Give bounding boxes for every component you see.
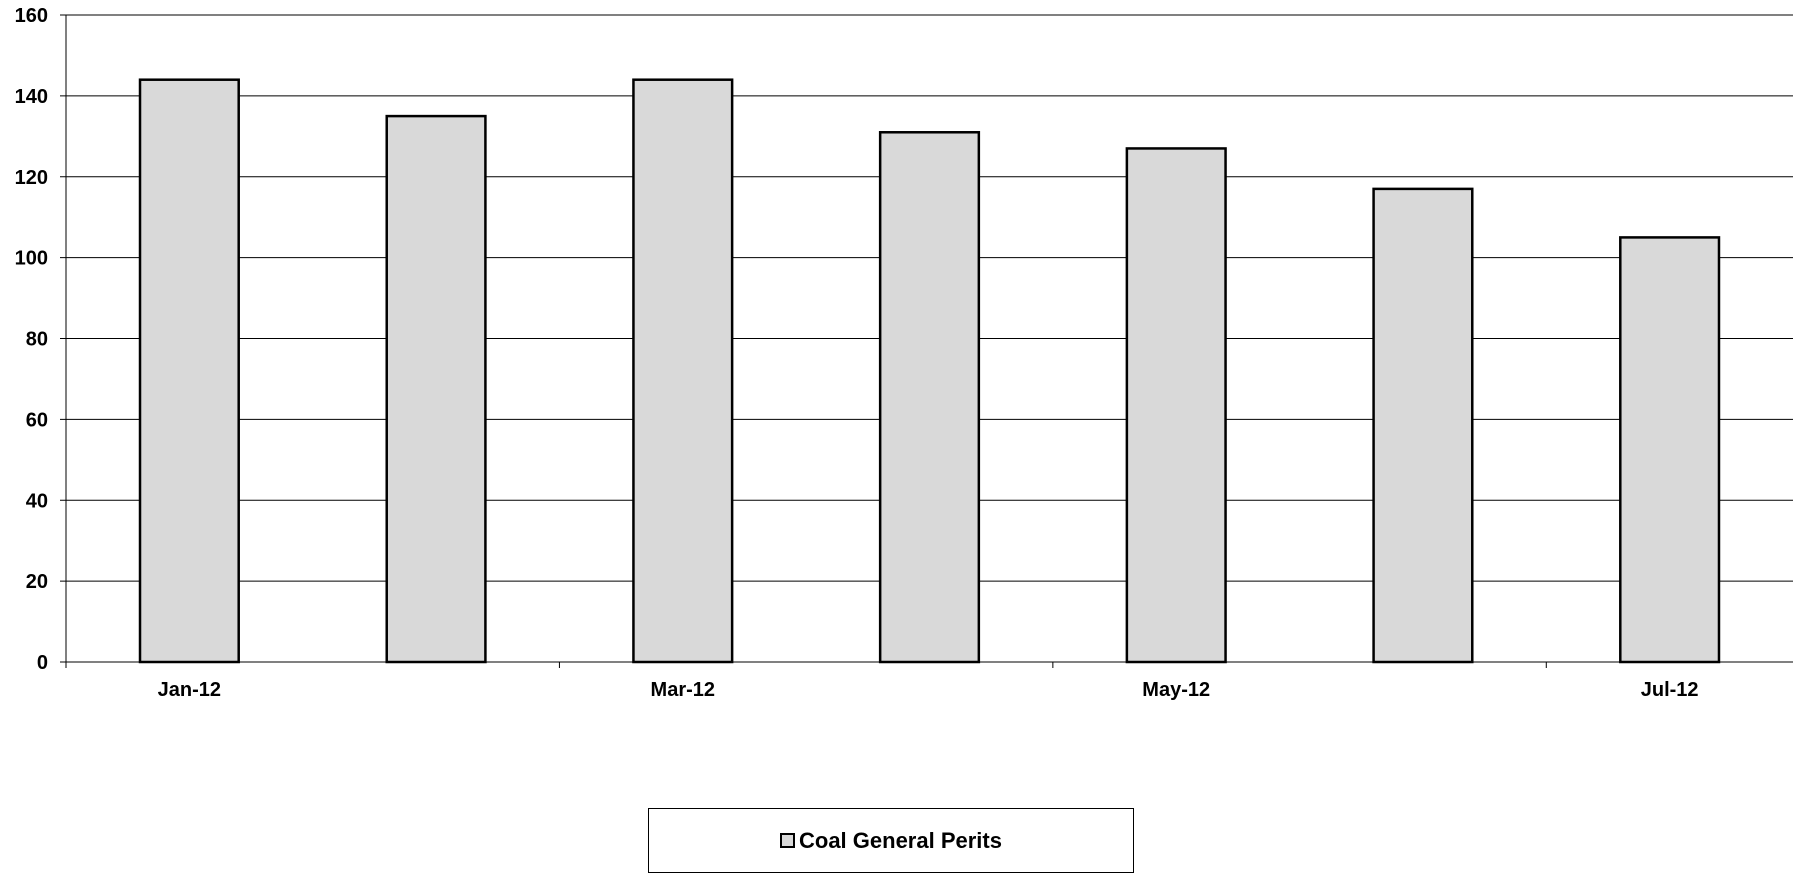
y-tick-label: 120 [15, 167, 48, 189]
axes [60, 14, 1793, 668]
bar [1372, 187, 1474, 664]
chart-legend: Coal General Perits [648, 808, 1134, 873]
bar [385, 114, 487, 664]
y-tick-label: 60 [26, 409, 48, 431]
bar [1619, 236, 1721, 664]
y-tick-label: 0 [37, 652, 48, 674]
y-tick-label: 140 [15, 86, 48, 108]
x-tick-label: May-12 [1142, 679, 1210, 701]
bar [878, 131, 981, 664]
y-tick-label: 40 [26, 490, 48, 512]
y-tick-label: 20 [26, 571, 48, 593]
legend-swatch [780, 833, 795, 848]
x-tick-labels: Jan-12 Mar-12 May-12 Jul-12 [158, 679, 1699, 701]
x-tick-label: Jan-12 [158, 679, 221, 701]
bar [138, 78, 240, 664]
y-tick-labels: 0 20 40 60 80 100 120 140 160 [15, 5, 48, 674]
bars [138, 78, 1721, 664]
x-tick-label: Mar-12 [651, 679, 715, 701]
bar [1125, 147, 1227, 664]
y-tick-label: 80 [26, 329, 48, 351]
bar [632, 78, 734, 664]
legend-label-coal-general-perits: Coal General Perits [799, 827, 1002, 853]
y-tick-label: 160 [15, 5, 48, 27]
x-tick-label: Jul-12 [1641, 679, 1699, 701]
y-tick-label: 100 [15, 248, 48, 270]
